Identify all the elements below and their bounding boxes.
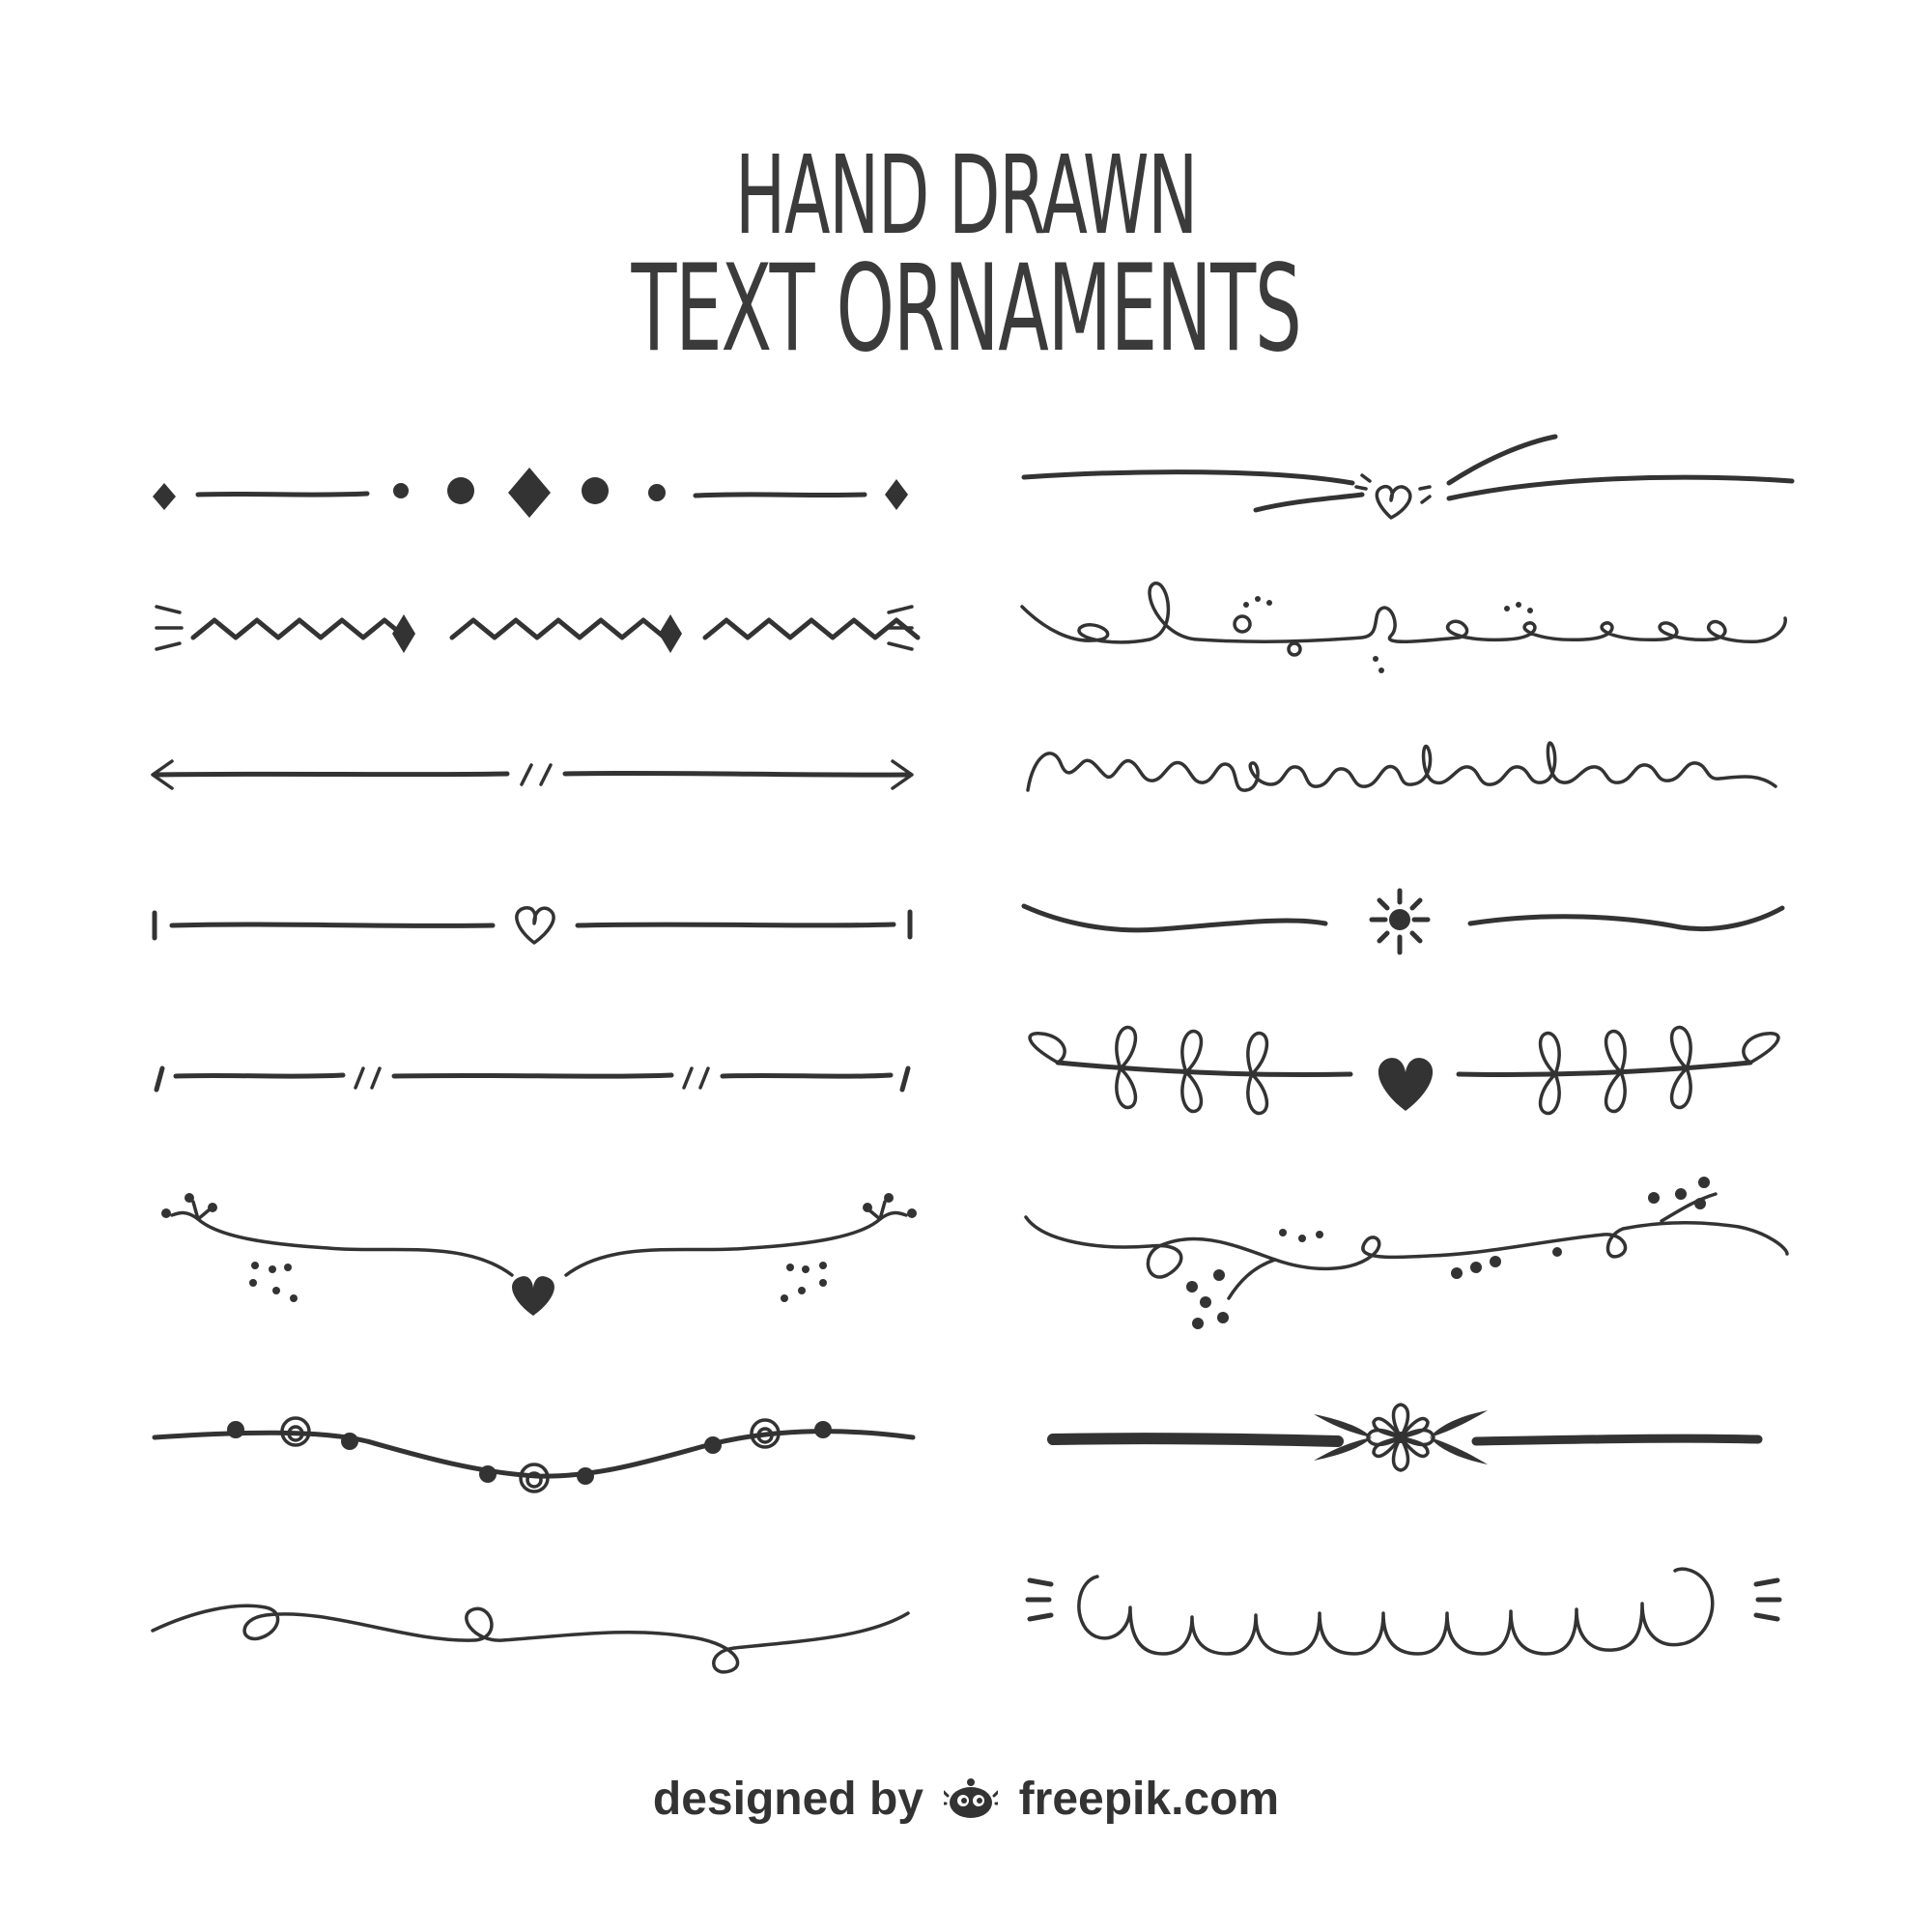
flower-bar-divider xyxy=(1047,1403,1763,1472)
swoosh-heart-divider xyxy=(1021,434,1795,520)
slash-dash-divider xyxy=(154,1065,911,1093)
vine-dot-divider xyxy=(1024,1177,1789,1329)
credit-line: designed by freepik.com xyxy=(0,1770,1932,1826)
freepik-logo-icon xyxy=(944,1778,999,1819)
sun-line-divider xyxy=(1021,888,1785,955)
loop-wave-divider xyxy=(151,1604,910,1674)
laurel-heart-divider xyxy=(1028,1025,1780,1116)
heart-line-divider xyxy=(152,906,913,945)
double-arrow-divider xyxy=(151,759,914,790)
credit-prefix: designed by xyxy=(652,1773,923,1825)
beaded-swag-divider xyxy=(152,1416,916,1493)
loop-dot-divider xyxy=(1020,582,1787,673)
zigzag-divider xyxy=(155,605,921,653)
credit-brand[interactable]: freepik.com xyxy=(1018,1773,1280,1825)
cursive-loop-divider xyxy=(1026,741,1777,792)
sprig-heart-divider xyxy=(161,1193,917,1316)
scallop-divider xyxy=(1025,1567,1782,1656)
title-line-1: HAND DRAWN xyxy=(734,133,1198,259)
diamond-dot-divider xyxy=(153,468,908,518)
title-line-2: TEXT ORNAMENTS xyxy=(631,240,1301,379)
